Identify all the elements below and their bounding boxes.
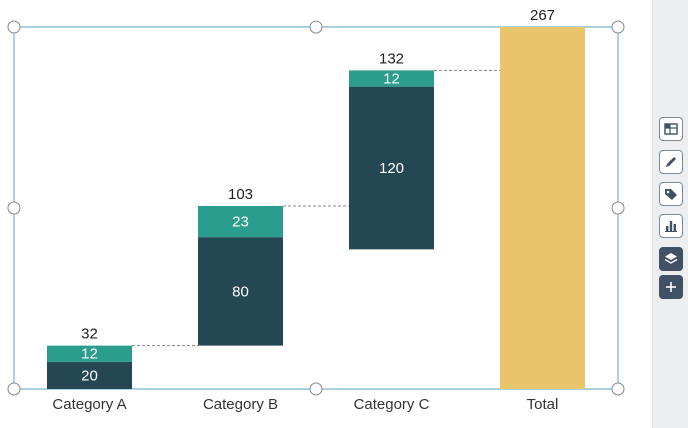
- resize-handle[interactable]: [611, 382, 625, 396]
- side-toolbar: [652, 0, 688, 428]
- x-tick-label: Total: [527, 396, 559, 413]
- edit-data-button[interactable]: [659, 117, 683, 141]
- total-bar: [500, 27, 585, 389]
- data-label: 23: [232, 214, 249, 231]
- bar-segment-1-1: [47, 361, 132, 389]
- bar-segment-2-3: [349, 70, 434, 87]
- data-label: 120: [379, 160, 404, 177]
- total-label: 267: [530, 7, 555, 24]
- bar-chart-icon: [665, 221, 677, 232]
- chart-type-button[interactable]: [659, 214, 683, 238]
- labels-button[interactable]: [659, 182, 683, 206]
- edit-style-button[interactable]: [659, 150, 683, 174]
- resize-handle[interactable]: [7, 201, 21, 215]
- total-label: 132: [379, 50, 404, 67]
- bar-segment-1-2: [198, 237, 283, 346]
- data-label: 80: [232, 283, 249, 300]
- data-label: 20: [81, 367, 98, 384]
- resize-handle[interactable]: [309, 382, 323, 396]
- resize-handle[interactable]: [7, 382, 21, 396]
- resize-handle[interactable]: [309, 20, 323, 34]
- x-tick-label: Category A: [52, 396, 126, 413]
- data-label: 12: [383, 71, 400, 88]
- spreadsheet-icon: [664, 123, 678, 135]
- bar-segment-2-2: [198, 205, 283, 238]
- total-label: 103: [228, 186, 253, 203]
- bar-segment-2-1: [47, 345, 132, 362]
- bar-segment-1-3: [349, 86, 434, 250]
- resize-handle[interactable]: [7, 20, 21, 34]
- plus-icon: [666, 282, 676, 292]
- pencil-icon: [666, 157, 676, 167]
- tag-icon: [665, 189, 677, 200]
- x-tick-label: Category B: [203, 396, 278, 413]
- waterfall-chart[interactable]: 20 12 32 80 23 103 120 12 132 267 Category A Catego…: [0, 0, 652, 428]
- total-label: 32: [81, 326, 98, 343]
- resize-handle[interactable]: [611, 20, 625, 34]
- layers-button[interactable]: [659, 247, 683, 271]
- resize-handle[interactable]: [611, 201, 625, 215]
- add-button[interactable]: [659, 275, 683, 299]
- layers-icon: [664, 253, 678, 264]
- data-label: 12: [81, 346, 98, 363]
- x-tick-label: Category C: [354, 396, 430, 413]
